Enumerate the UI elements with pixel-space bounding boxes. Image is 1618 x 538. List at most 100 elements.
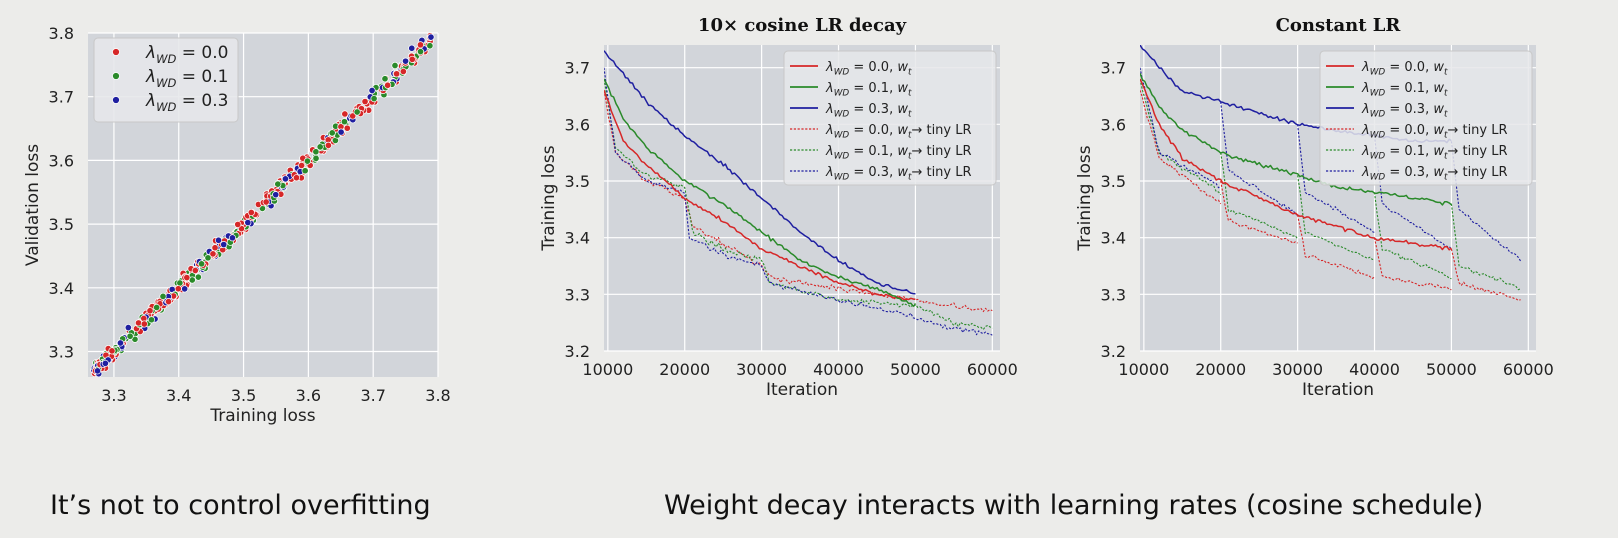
series-line: [1140, 73, 1452, 206]
series-lines: [1140, 45, 1522, 301]
scatter-point: [220, 241, 228, 249]
x-axis-label: Iteration: [1302, 380, 1374, 400]
chart-constant: 10000 20000 30000 40000 50000 60000 3.2 3.3 3.4 3…: [1075, 15, 1554, 400]
x-tick-label: 50000: [890, 360, 941, 379]
scatter-point: [272, 191, 280, 199]
scatter-point: [234, 220, 242, 228]
scatter-point: [204, 254, 212, 262]
scatter-point: [191, 266, 199, 275]
series-line-dotted: [1220, 101, 1298, 216]
scatter-point: [416, 48, 425, 56]
scatter-point: [159, 292, 167, 300]
legend-label: λWD = 0.3: [145, 91, 228, 114]
legend-label: λWD = 0.1, wt→ tiny LR: [1361, 144, 1508, 162]
legend-label: λWD = 0.0, wt→ tiny LR: [1361, 123, 1508, 141]
legend-marker: [112, 72, 120, 80]
x-tick-label: 60000: [967, 360, 1018, 379]
y-tick-label: 3.6: [565, 115, 590, 134]
legend: λWD = 0.0, wt λWD = 0.1, wt λWD = 0.3, wt λ…: [783, 50, 997, 186]
series-line-dotted: [1373, 192, 1452, 280]
series-line: [604, 78, 916, 307]
x-tick-label: 20000: [659, 360, 710, 379]
scatter-point: [368, 86, 376, 95]
x-tick-label: 30000: [1272, 360, 1323, 379]
chart-scatter: 3.3 3.4 3.5 3.6 3.7 3.8 3.3 3.4 3.5 3.6 3.7 3.8 Trai…: [23, 24, 451, 426]
series-line-dotted: [1297, 124, 1375, 234]
y-tick-label: 3.2: [565, 342, 590, 361]
x-tick-label: 3.4: [166, 386, 191, 405]
scatter-point: [147, 316, 156, 324]
y-tick-label: 3.8: [49, 24, 74, 43]
legend-label: λWD = 0.3, wt: [1361, 102, 1448, 120]
scatter-point: [298, 161, 306, 170]
scatter-point: [312, 148, 320, 156]
legend-label: λWD = 0.0: [145, 43, 228, 66]
scatter-point: [262, 198, 270, 206]
scatter-point: [349, 112, 357, 120]
series-line-dotted: [1373, 135, 1452, 250]
y-axis-label: Training loss: [539, 145, 559, 251]
series-line: [604, 90, 916, 301]
series-lines: [604, 50, 993, 336]
caption-weight-decay: Weight decay interacts with learning rat…: [664, 490, 1484, 521]
series-line-dotted: [1450, 141, 1522, 262]
y-tick-label: 3.5: [1101, 172, 1126, 191]
scatter-point: [281, 175, 290, 183]
series-line-dotted: [1220, 180, 1298, 244]
y-tick-label: 3.3: [1101, 285, 1126, 304]
scatter-point: [153, 303, 161, 312]
scatter-point: [228, 234, 236, 242]
scatter-point: [194, 273, 202, 281]
scatter-point: [124, 324, 132, 332]
series-line-dotted: [1297, 175, 1375, 260]
scatter-point: [146, 307, 154, 315]
x-axis-label: Training loss: [209, 406, 315, 426]
scatter-point: [211, 244, 219, 252]
scatter-point: [292, 174, 301, 182]
scatter-point: [426, 42, 434, 50]
scatter-point: [101, 359, 109, 367]
series-line-dotted: [1450, 203, 1521, 291]
y-tick-label: 3.3: [565, 285, 590, 304]
scatter-point: [427, 33, 435, 41]
scatter-point: [174, 285, 182, 293]
scatter-point: [140, 320, 148, 328]
y-tick-label: 3.4: [49, 279, 74, 298]
x-tick-label: 40000: [813, 360, 864, 379]
legend-label: λWD = 0.3, wt→ tiny LR: [825, 165, 972, 183]
series-line: [604, 50, 916, 295]
legend-label: λWD = 0.0, wt: [825, 60, 912, 78]
legend-marker: [112, 96, 120, 104]
legend-label: λWD = 0.0, wt: [1361, 60, 1448, 78]
series-line-dotted: [604, 90, 993, 313]
x-tick-label: 3.7: [360, 386, 385, 405]
chart-cosine: 10000 20000 30000 40000 50000 60000 3.2 3.3 3.4 3…: [539, 15, 1018, 400]
y-tick-label: 3.5: [565, 172, 590, 191]
legend-label: λWD = 0.1, wt→ tiny LR: [825, 144, 972, 162]
scatter-point: [247, 208, 255, 217]
y-tick-label: 3.6: [1101, 115, 1126, 134]
legend-label: λWD = 0.1: [145, 67, 228, 90]
scatter-point: [370, 95, 378, 103]
scatter-point: [399, 67, 407, 76]
y-tick-label: 3.5: [49, 215, 74, 234]
scatter-point: [176, 279, 184, 287]
scatter-point: [340, 118, 349, 126]
y-axis-label: Training loss: [1075, 145, 1095, 251]
y-tick-label: 3.7: [565, 59, 590, 78]
scatter-point: [381, 75, 389, 83]
x-tick-label: 3.3: [101, 386, 126, 405]
legend-label: λWD = 0.1, wt: [1361, 81, 1448, 99]
scatter-point: [361, 98, 369, 106]
x-tick-label: 20000: [1195, 360, 1246, 379]
legend-label: λWD = 0.0, wt→ tiny LR: [825, 123, 972, 141]
series-line: [1140, 78, 1452, 251]
x-tick-label: 10000: [582, 360, 633, 379]
y-tick-label: 3.4: [565, 229, 590, 248]
scatter-point: [126, 332, 134, 340]
x-tick-label: 30000: [736, 360, 787, 379]
scatter-point: [214, 236, 223, 244]
scatter-point: [274, 180, 282, 188]
legend-marker: [112, 48, 120, 56]
legend-label: λWD = 0.1, wt: [825, 81, 912, 99]
